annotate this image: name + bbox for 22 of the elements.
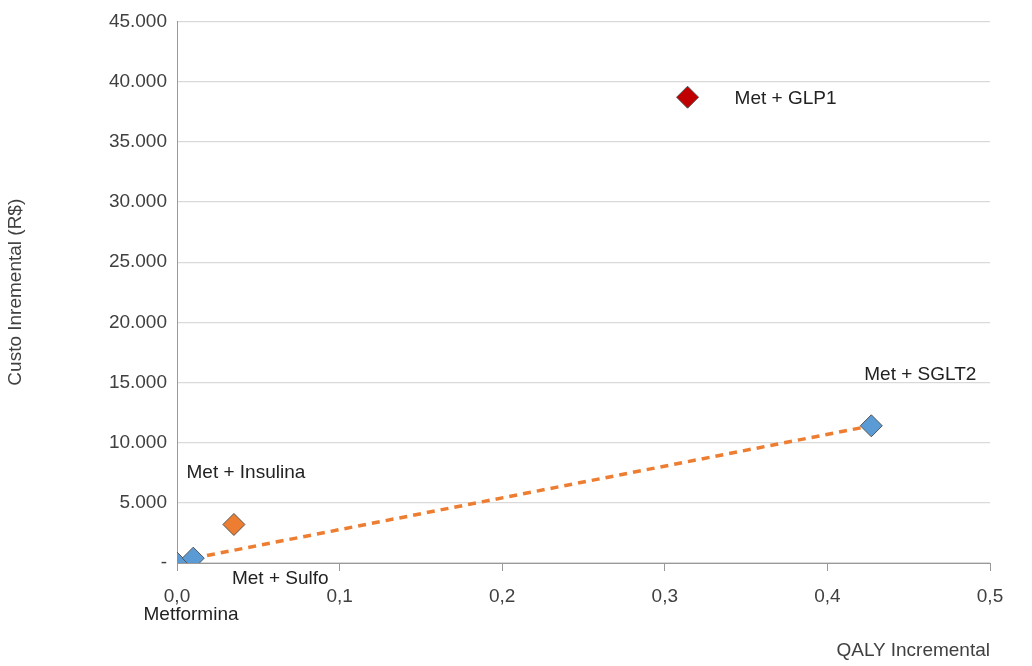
x-tick-label: 0,5 <box>976 584 1004 606</box>
y-tick-label: 45.000 <box>108 9 167 31</box>
y-tick-label: 40.000 <box>108 69 167 91</box>
x-tick-label: 0,2 <box>488 584 516 606</box>
y-tick-label: - <box>160 551 167 573</box>
y-tick-label: 10.000 <box>108 430 167 452</box>
x-axis-title: QALY Incremental <box>836 638 990 660</box>
y-tick-label: 5.000 <box>119 491 167 513</box>
x-tick-label: 0,3 <box>651 584 679 606</box>
annotation: Met + Sulfo <box>231 567 329 589</box>
annotation: Met + Insulina <box>186 460 306 482</box>
x-tick-label: 0,4 <box>814 584 842 606</box>
x-tick-label: 0,1 <box>326 584 353 606</box>
annotation: Met + SGLT2 <box>864 363 977 385</box>
x-tick-label: 0,0 <box>163 584 191 606</box>
y-tick-label: 20.000 <box>108 310 167 332</box>
y-tick-label: 15.000 <box>108 370 167 392</box>
y-tick-label: 25.000 <box>108 250 167 272</box>
annotation: Met + GLP1 <box>734 87 837 109</box>
y-tick-label: 30.000 <box>108 190 167 212</box>
y-axis-title: Custo Inremental (R$) <box>3 198 25 386</box>
y-tick-label: 35.000 <box>108 129 167 151</box>
